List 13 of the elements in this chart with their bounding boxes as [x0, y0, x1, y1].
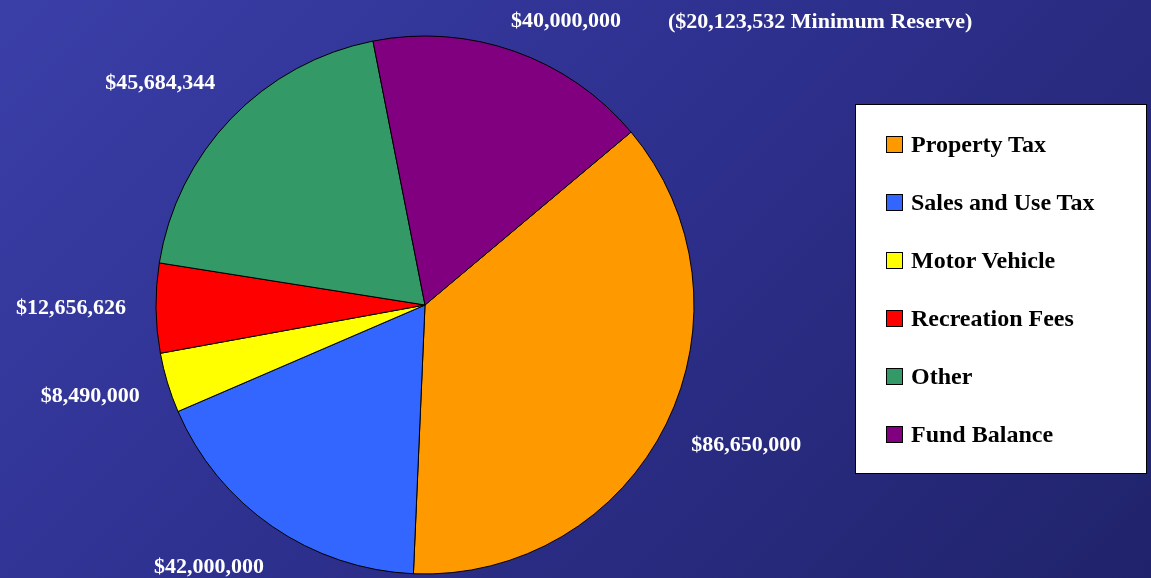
data-label: $45,684,344: [105, 68, 216, 94]
legend-label: Motor Vehicle: [911, 246, 1056, 274]
legend-label: Property Tax: [911, 130, 1046, 158]
data-label: $12,656,626: [16, 293, 127, 319]
data-label: $40,000,000: [511, 7, 622, 33]
data-label: $86,650,000: [691, 431, 802, 457]
data-label: $42,000,000: [153, 552, 264, 578]
data-label: $8,490,000: [40, 382, 140, 408]
legend-label: Recreation Fees: [911, 304, 1074, 332]
legend-label: Sales and Use Tax: [911, 188, 1095, 216]
legend-label: Fund Balance: [911, 420, 1054, 448]
text: ($20,123,532 Minimum Reserve): [668, 8, 973, 34]
legend-label: Other: [911, 362, 973, 390]
